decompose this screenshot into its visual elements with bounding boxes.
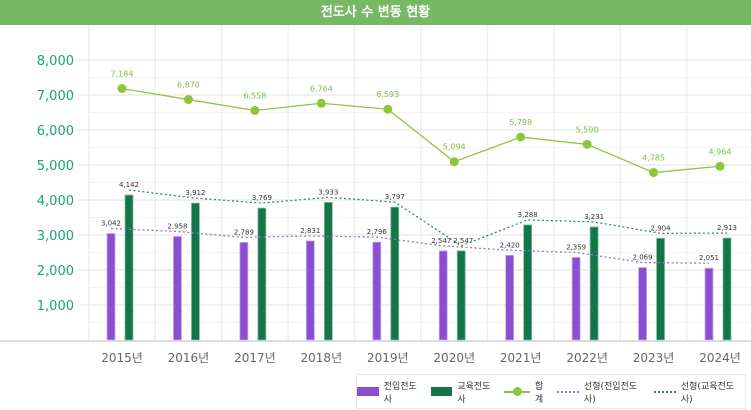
point-total (449, 157, 459, 167)
legend-label: 교육전도사 (457, 381, 491, 405)
x-tick-label: 2015년 (101, 351, 143, 365)
x-tick-label: 2018년 (301, 351, 343, 365)
x-tick-label: 2016년 (168, 351, 210, 365)
bar-education (722, 237, 732, 341)
bar-education (323, 201, 333, 341)
data-label-education: 3,797 (385, 193, 405, 201)
legend-swatch-green (430, 387, 453, 396)
data-label-total: 5,590 (576, 125, 599, 134)
bar-education (523, 224, 533, 341)
data-label-transfer: 2,359 (566, 243, 586, 251)
chart-title: 전도사 수 변동 현황 (0, 0, 751, 25)
legend-item-trend-education[interactable]: 선형(교육전도사) (654, 379, 745, 405)
point-total (250, 105, 260, 115)
data-label-education: 2,913 (717, 224, 737, 232)
data-label-education: 4,142 (119, 181, 139, 189)
x-tick-label: 2021년 (500, 351, 542, 365)
y-tick-label: 8,000 (37, 54, 74, 69)
data-label-total: 7,184 (111, 70, 134, 79)
data-label-total: 6,558 (243, 91, 266, 100)
x-tick-label: 2017년 (234, 351, 276, 365)
legend-label: 전입전도사 (383, 381, 417, 405)
point-total (715, 161, 725, 171)
bar-transfer (638, 267, 647, 341)
point-total (516, 132, 526, 142)
bar-education (124, 194, 134, 341)
line-total (121, 87, 721, 174)
y-tick-label: 2,000 (37, 264, 74, 279)
data-label-education: 2,904 (651, 224, 672, 232)
data-label-education: 3,231 (584, 213, 604, 221)
point-total (582, 139, 592, 149)
bar-education (656, 237, 665, 341)
trendline-transfer (110, 227, 710, 264)
x-tick-label: 2024년 (699, 351, 741, 365)
x-tick-label: 2019년 (367, 351, 409, 365)
chart-plot: 1,000 2,000 3,000 4,000 5,000 6,000 7,000 8,000… (0, 25, 751, 365)
bar-transfer (704, 267, 714, 341)
data-label-education: 3,288 (518, 211, 538, 219)
data-label-transfer: 3,042 (101, 220, 121, 228)
bar-transfer (239, 241, 249, 341)
data-label-transfer: 2,789 (234, 228, 254, 236)
legend-label: 선형(전입전도사) (583, 381, 638, 405)
legend-dotted-line-icon (557, 387, 579, 396)
data-label-education: 2,547 (453, 237, 473, 245)
bar-transfer (505, 254, 515, 341)
data-label-transfer: 2,420 (500, 241, 520, 249)
bar-transfer (571, 257, 581, 341)
legend-item-trend-transfer[interactable]: 선형(전입전도사) (557, 379, 648, 405)
x-tick-label: 2020년 (433, 351, 475, 365)
legend-label: 합계 (534, 381, 544, 405)
data-label-total: 5,094 (443, 143, 466, 152)
y-tick-label: 1,000 (37, 299, 74, 314)
data-label-total: 6,764 (310, 84, 333, 93)
point-total (649, 168, 659, 178)
x-tick-label: 2022년 (566, 351, 608, 365)
data-label-total: 4,964 (709, 147, 732, 156)
data-label-transfer: 2,831 (300, 227, 320, 235)
point-total (383, 104, 393, 114)
bar-education (390, 206, 400, 341)
data-label-transfer: 2,051 (699, 254, 719, 262)
y-tick-label: 5,000 (37, 159, 74, 174)
bar-education (257, 207, 267, 341)
bar-transfer (173, 236, 182, 341)
legend-item-education[interactable]: 교육전도사 (430, 379, 499, 405)
y-tick-label: 4,000 (37, 194, 74, 209)
bar-education (456, 250, 466, 341)
point-total (316, 98, 326, 108)
data-label-education: 3,769 (252, 194, 272, 202)
data-label-total: 6,593 (376, 90, 399, 99)
y-tick-label: 3,000 (37, 229, 74, 244)
legend: 전입전도사 교육전도사 합계 선형(전입전도사) 선형(교육전도사) (356, 374, 746, 409)
bar-transfer (305, 240, 315, 341)
data-label-total: 5,798 (509, 118, 532, 127)
bar-education (191, 202, 200, 341)
x-tick-label: 2023년 (633, 351, 675, 365)
legend-label: 선형(교육전도사) (680, 381, 735, 405)
data-label-transfer: 2,796 (367, 228, 388, 236)
bar-transfer (372, 241, 382, 341)
legend-item-total[interactable]: 합계 (504, 379, 551, 405)
trendline-education (128, 189, 728, 247)
data-label-transfer: 2,069 (633, 254, 653, 262)
y-tick-label: 6,000 (37, 124, 74, 139)
legend-item-transfer[interactable]: 전입전도사 (357, 379, 425, 405)
y-tick-label: 7,000 (37, 89, 74, 104)
data-label-transfer: 2,547 (431, 237, 451, 245)
point-total (183, 95, 193, 105)
bar-transfer (438, 250, 448, 341)
data-label-total: 4,785 (642, 154, 665, 163)
point-total (117, 84, 127, 94)
data-label-education: 3,933 (318, 188, 338, 196)
legend-line-marker-icon (504, 387, 530, 396)
bar-education (589, 226, 599, 341)
legend-swatch-purple (357, 387, 379, 396)
legend-dotted-line-icon (654, 387, 676, 396)
data-label-education: 3,912 (185, 189, 205, 197)
data-label-transfer: 2,958 (167, 222, 187, 230)
bar-transfer (106, 233, 116, 341)
data-label-total: 6,870 (177, 81, 200, 90)
